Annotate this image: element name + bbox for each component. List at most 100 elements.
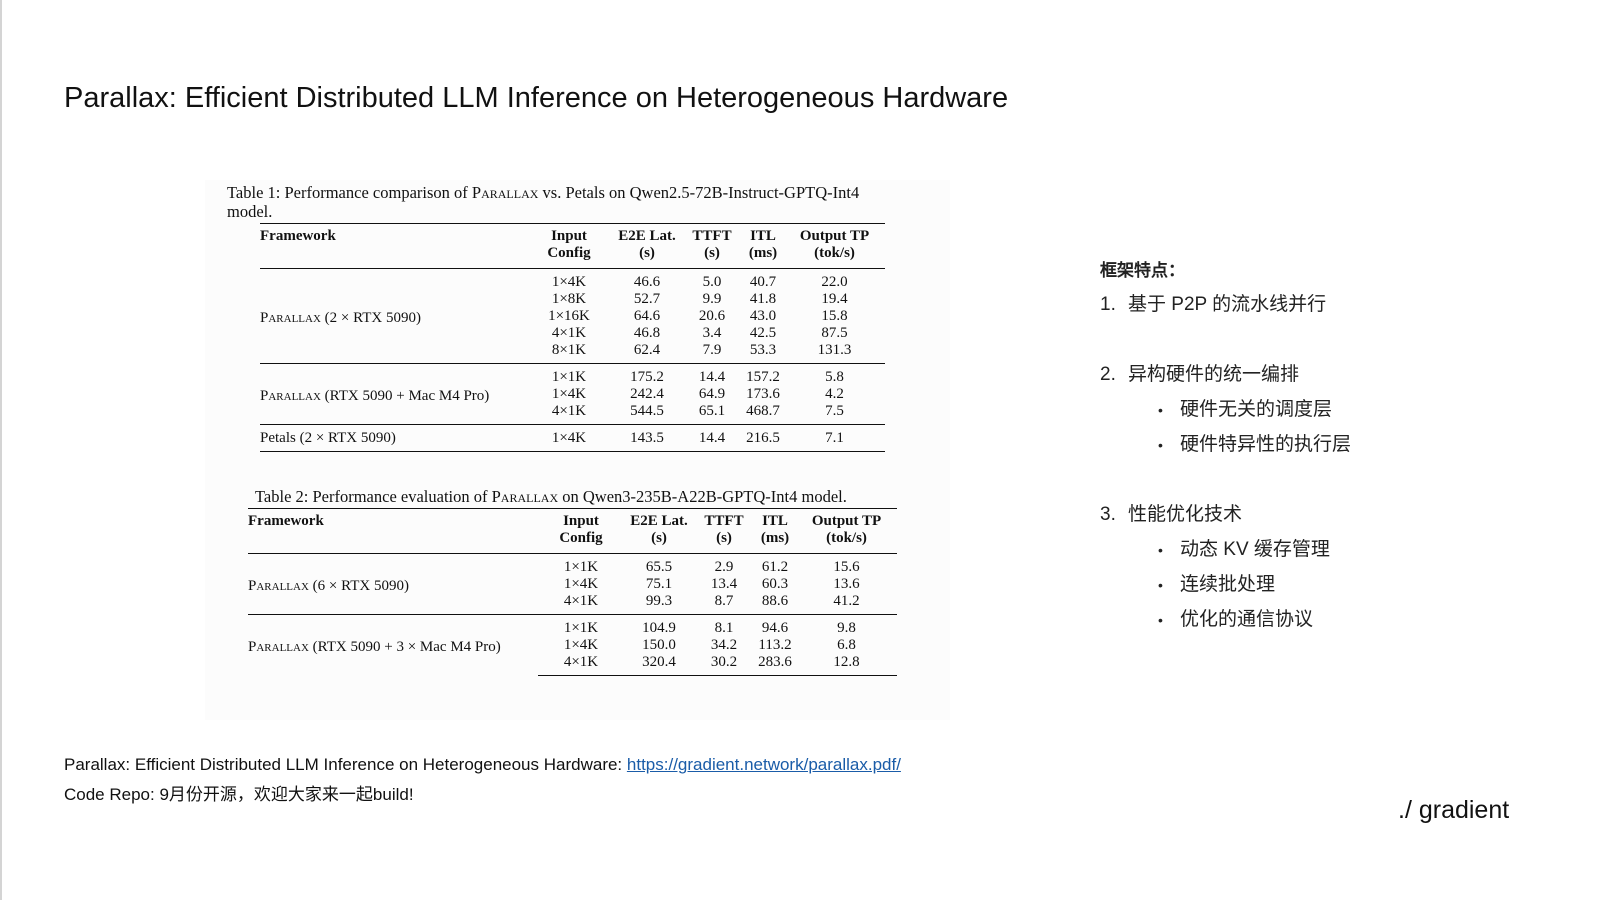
bullet-icon: • (1158, 437, 1163, 453)
output-tp-cell: 41.2 (833, 593, 860, 609)
table1-row: 1×8K 52.7 9.9 41.8 19.4 (260, 291, 885, 308)
table1-header-itl-label: ITL (750, 228, 776, 244)
framework-brand: Parallax (260, 310, 321, 326)
input-config-cell: 4×1K (538, 654, 624, 676)
table1-caption-prefix: Table 1: Performance comparison of (227, 183, 472, 202)
itl-cell: 113.2 (758, 637, 792, 653)
feature-subitem-text: 动态 KV 缓存管理 (1180, 539, 1330, 560)
input-config-cell: 1×1K (538, 614, 624, 637)
input-config-cell: 1×4K (551, 274, 587, 290)
ttft-cell: 3.4 (702, 325, 722, 341)
framework-brand: Parallax (248, 578, 309, 594)
ttft-cell: 13.4 (710, 576, 738, 592)
spacer (1100, 457, 1520, 503)
feature-text: 异构硬件的统一编排 (1128, 364, 1300, 385)
table2-caption-suffix: on Qwen3-235B-A22B-GPTQ-Int4 model. (558, 487, 847, 506)
feature-text: 基于 P2P 的流水线并行 (1128, 294, 1327, 315)
table2-header-e2e-unit: (s) (651, 530, 667, 546)
input-config-cell: 1×4K (551, 386, 587, 402)
framework-setup: (RTX 5090 + Mac M4 Pro) (320, 388, 490, 404)
itl-cell: 216.5 (742, 424, 784, 452)
framework-setup: (2 × RTX 5090) (320, 310, 421, 326)
table2-group: Parallax (6 × RTX 5090) 1×1K 65.5 2.9 61.2 15… (248, 554, 897, 615)
output-tp-cell: 12.8 (796, 654, 897, 676)
table1-header-output-tp-unit: (tok/s) (814, 245, 855, 261)
feature-number: 3. (1100, 504, 1116, 525)
table2-row: 4×1K 320.4 30.2 283.6 12.8 (248, 654, 897, 676)
framework-cell: Parallax (RTX 5090 + Mac M4 Pro) (260, 363, 526, 425)
framework-cell: Petals (2 × RTX 5090) (260, 424, 526, 452)
feature-item: 1. 基于 P2P 的流水线并行 (1100, 293, 1520, 317)
output-tp-cell: 7.5 (825, 403, 844, 419)
table2-header-output-tp: Output TP (tok/s) (796, 508, 897, 554)
feature-subitem-text: 硬件特异性的执行层 (1180, 434, 1352, 455)
table1-caption-line2: model. (227, 202, 273, 221)
table1-header-framework: Framework (260, 223, 526, 269)
table1-row: Parallax (2 × RTX 5090) 1×4K 46.6 5.0 40.7 22… (260, 269, 885, 326)
table1-header-output-tp-label: Output TP (799, 228, 870, 244)
table1: Framework Input Config E2E Lat. (s) TTFT(… (260, 223, 885, 452)
input-config-cell: 1×4K (563, 576, 599, 592)
bullet-icon: • (1158, 577, 1163, 593)
output-tp-cell: 6.8 (837, 637, 856, 653)
feature-number: 1. (1100, 294, 1116, 315)
input-config-cell: 1×1K (526, 363, 612, 386)
framework-setup: (6 × RTX 5090) (308, 578, 409, 594)
table1-header-e2e-unit: (s) (639, 245, 655, 261)
footer-paper-text: Parallax: Efficient Distributed LLM Infe… (64, 755, 627, 774)
input-config-cell: 1×4K (563, 637, 599, 653)
table2-group: Parallax (RTX 5090 + 3 × Mac M4 Pro) 1×1K… (248, 614, 897, 676)
table2-header-ttft: TTFT (s) (694, 508, 754, 554)
table1-caption: Table 1: Performance comparison of Paral… (227, 183, 859, 221)
e2e-latency-cell: 150.0 (642, 637, 676, 653)
input-config-cell: 1×8K (551, 291, 587, 307)
framework-brand: Parallax (248, 639, 309, 656)
gradient-logo: ./ gradient (1398, 796, 1510, 824)
framework-cell: Parallax (6 × RTX 5090) (248, 554, 538, 615)
table2-header-itl: ITL (ms) (754, 508, 796, 554)
feature-subitem: • 动态 KV 缓存管理 (1158, 538, 1520, 562)
paper-link[interactable]: https://gradient.network/parallax.pdf/ (626, 755, 901, 774)
e2e-latency-cell: 64.6 (633, 308, 661, 324)
itl-cell: 94.6 (754, 614, 796, 637)
features-panel: 框架特点： 1. 基于 P2P 的流水线并行 2. 异构硬件的统一编排 • 硬件无关的调度… (1100, 256, 1520, 632)
table2-row: Parallax (6 × RTX 5090) 1×1K 65.5 2.9 61.2 15… (248, 554, 897, 594)
features-heading: 框架特点： (1100, 261, 1185, 281)
input-config-cell: 8×1K (551, 342, 587, 358)
table1-header-itl: ITL (ms) (742, 223, 784, 269)
spacer (1100, 323, 1520, 363)
bullet-icon: • (1158, 542, 1163, 558)
table1-header-output-tp: Output TP (tok/s) (784, 223, 885, 269)
output-tp-cell: 131.3 (817, 342, 852, 358)
output-tp-cell: 87.5 (821, 325, 848, 341)
itl-cell: 157.2 (742, 363, 784, 386)
table2: Framework Input Config E2E Lat. (s) TTFT(… (248, 508, 897, 676)
table1-header-row: Framework Input Config E2E Lat. (s) TTFT(… (260, 223, 885, 269)
input-config-cell: 1×1K (563, 559, 599, 575)
e2e-latency-cell: 143.5 (612, 424, 682, 452)
ttft-cell: 34.2 (710, 637, 738, 653)
table2-row: 1×4K 75.1 13.4 60.3 13.6 (248, 576, 897, 593)
feature-number: 2. (1100, 364, 1116, 385)
feature-subitem-text: 硬件无关的调度层 (1180, 399, 1333, 420)
ttft-cell: 7.9 (702, 342, 722, 358)
ttft-cell: 2.9 (714, 559, 734, 575)
ttft-cell: 14.4 (682, 424, 742, 452)
table1-row: 1×16K 64.6 20.6 43.0 15.8 (260, 308, 885, 325)
table2-header-itl-label: ITL (762, 513, 788, 529)
table2-header-output-tp-unit: (tok/s) (826, 530, 867, 546)
feature-subitem: • 硬件特异性的执行层 (1158, 433, 1520, 457)
output-tp-cell: 15.6 (833, 559, 860, 575)
table1-group: Parallax (RTX 5090 + Mac M4 Pro) 1×1K 175.… (260, 363, 885, 425)
feature-subitem: • 优化的通信协议 (1158, 608, 1520, 632)
table2-caption-brand: Parallax (491, 487, 559, 506)
table1-row: 4×1K 544.5 65.1 468.7 7.5 (260, 403, 885, 425)
input-config-cell: 4×1K (563, 593, 599, 609)
feature-text: 性能优化技术 (1128, 504, 1243, 525)
e2e-latency-cell: 52.7 (633, 291, 661, 307)
table1-header-ttft-label: TTFT (692, 228, 732, 244)
framework-cell: Parallax (RTX 5090 + 3 × Mac M4 Pro) (248, 614, 538, 676)
ttft-cell: 8.7 (714, 593, 734, 609)
table2-header-e2e: E2E Lat. (s) (624, 508, 694, 554)
footer-repo-line: Code Repo: 9月份开源，欢迎大家来一起build! (64, 785, 414, 804)
